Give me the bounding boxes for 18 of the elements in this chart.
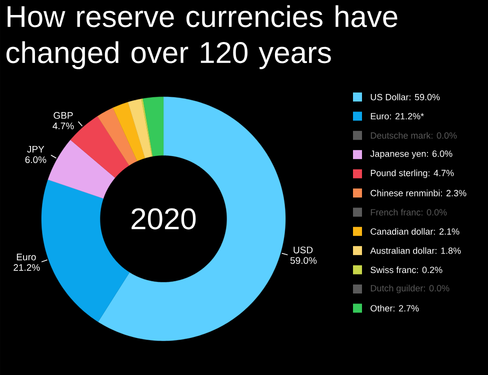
text: 2020 xyxy=(132,208,196,230)
data-label: JPY 6.0% xyxy=(25,146,46,164)
data-label: GBP 4.7% xyxy=(52,112,74,130)
chart-title: How reserve currencies have changed over 120 years xyxy=(6,5,398,70)
legend-label: Swiss franc: 0.2% xyxy=(370,266,442,274)
legend-label: Japanese yen: 6.0% xyxy=(370,150,452,159)
legend-label: Other: 2.7% xyxy=(370,304,419,312)
legend-label: Chinese renminbi: 2.3% xyxy=(370,190,466,196)
legend-label: Australian dollar: 1.8% xyxy=(370,247,461,254)
legend-label: US Dollar: 59.0% xyxy=(370,94,440,100)
data-label: Euro 21.2% xyxy=(14,254,40,271)
legend-label: Deutsche mark: 0.0% xyxy=(370,132,457,139)
legend-label: Pound sterling: 4.7% xyxy=(370,170,454,178)
data-label: USD 59.0% xyxy=(290,246,317,264)
legend-label: French franc: 0.0% xyxy=(370,208,447,216)
legend-label: Dutch guilder: 0.0% xyxy=(370,284,450,294)
legend-label: Euro: 21.2%* xyxy=(370,113,424,120)
legend-label: Canadian dollar: 2.1% xyxy=(370,228,460,235)
